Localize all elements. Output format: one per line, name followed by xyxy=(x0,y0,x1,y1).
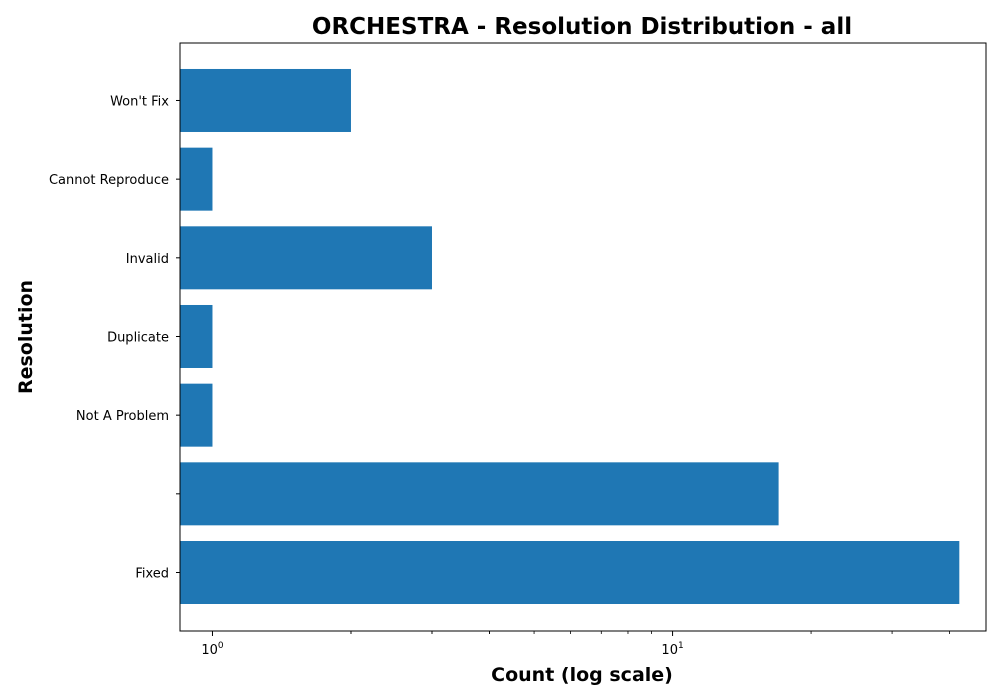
chart-title: ORCHESTRA - Resolution Distribution - al… xyxy=(312,14,852,40)
x-tick-label: 100 xyxy=(201,641,224,658)
bar xyxy=(180,541,960,604)
x-tick-label: 101 xyxy=(661,641,683,658)
bar xyxy=(180,226,432,290)
bar xyxy=(180,68,351,132)
bar xyxy=(180,304,213,368)
bar xyxy=(180,462,779,526)
y-tick-label: Not A Problem xyxy=(76,409,169,424)
y-tick-label: Won't Fix xyxy=(110,94,169,109)
y-tick-label: Fixed xyxy=(135,567,169,582)
y-tick-label: Invalid xyxy=(126,252,169,267)
bar xyxy=(180,383,213,447)
y-tick-label: Duplicate xyxy=(107,330,169,345)
plot-frame xyxy=(179,42,987,632)
y-axis-label: Resolution xyxy=(15,280,37,394)
y-tick-label: Cannot Reproduce xyxy=(49,173,169,188)
plot-area: Fixed Not A Problem Duplicate Invalid Cannot… xyxy=(49,68,960,658)
x-axis-label: Count (log scale) xyxy=(491,664,673,686)
bar xyxy=(180,147,213,211)
